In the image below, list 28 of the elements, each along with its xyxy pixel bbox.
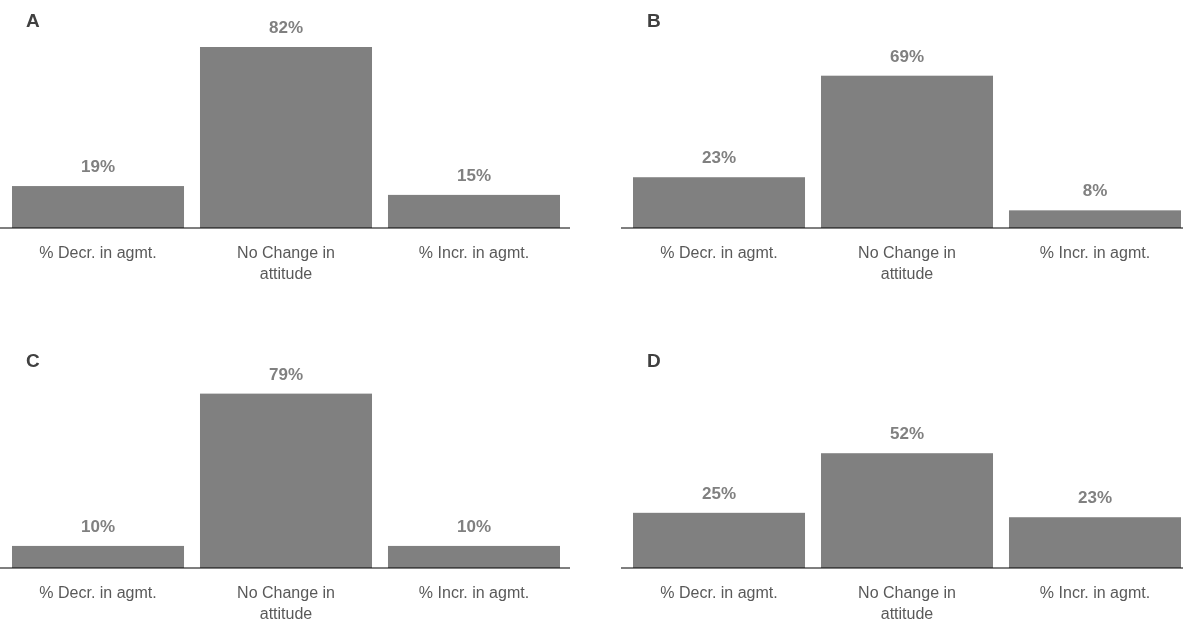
data-label: 10% xyxy=(80,516,116,536)
data-label: 10% xyxy=(456,516,492,536)
x-tick-label: % Incr. in agmt. xyxy=(418,244,530,261)
data-label: 25% xyxy=(701,483,737,503)
data-label: 19% xyxy=(80,157,116,177)
chart-title: B xyxy=(647,10,661,31)
x-tick-label: % Decr. in agmt. xyxy=(39,244,157,261)
chart-title: A xyxy=(26,10,40,31)
x-tick-label: No Change in attitude xyxy=(858,244,956,282)
chart-title: D xyxy=(647,350,661,371)
data-label: 15% xyxy=(456,165,492,185)
data-label: 82% xyxy=(268,18,304,37)
x-tick-label: % Incr. in agmt. xyxy=(418,584,530,601)
data-label: 8% xyxy=(1082,181,1108,201)
x-tick-label: No Change in attitude xyxy=(858,584,956,622)
x-tick-label: % Decr. in agmt. xyxy=(39,584,157,601)
data-label: 23% xyxy=(1077,488,1113,508)
data-label: 79% xyxy=(268,364,304,384)
x-tick-label: % Decr. in agmt. xyxy=(660,584,778,601)
x-tick-label: No Change in attitude xyxy=(237,584,335,622)
data-label: 23% xyxy=(701,148,737,168)
data-label: 52% xyxy=(889,424,925,444)
x-tick-label: % Incr. in agmt. xyxy=(1039,244,1151,261)
data-label: 69% xyxy=(889,46,925,66)
x-tick-label: No Change in attitude xyxy=(237,244,335,282)
x-tick-label: % Decr. in agmt. xyxy=(660,244,778,261)
chart-title: C xyxy=(26,350,40,371)
x-tick-label: % Incr. in agmt. xyxy=(1039,584,1151,601)
